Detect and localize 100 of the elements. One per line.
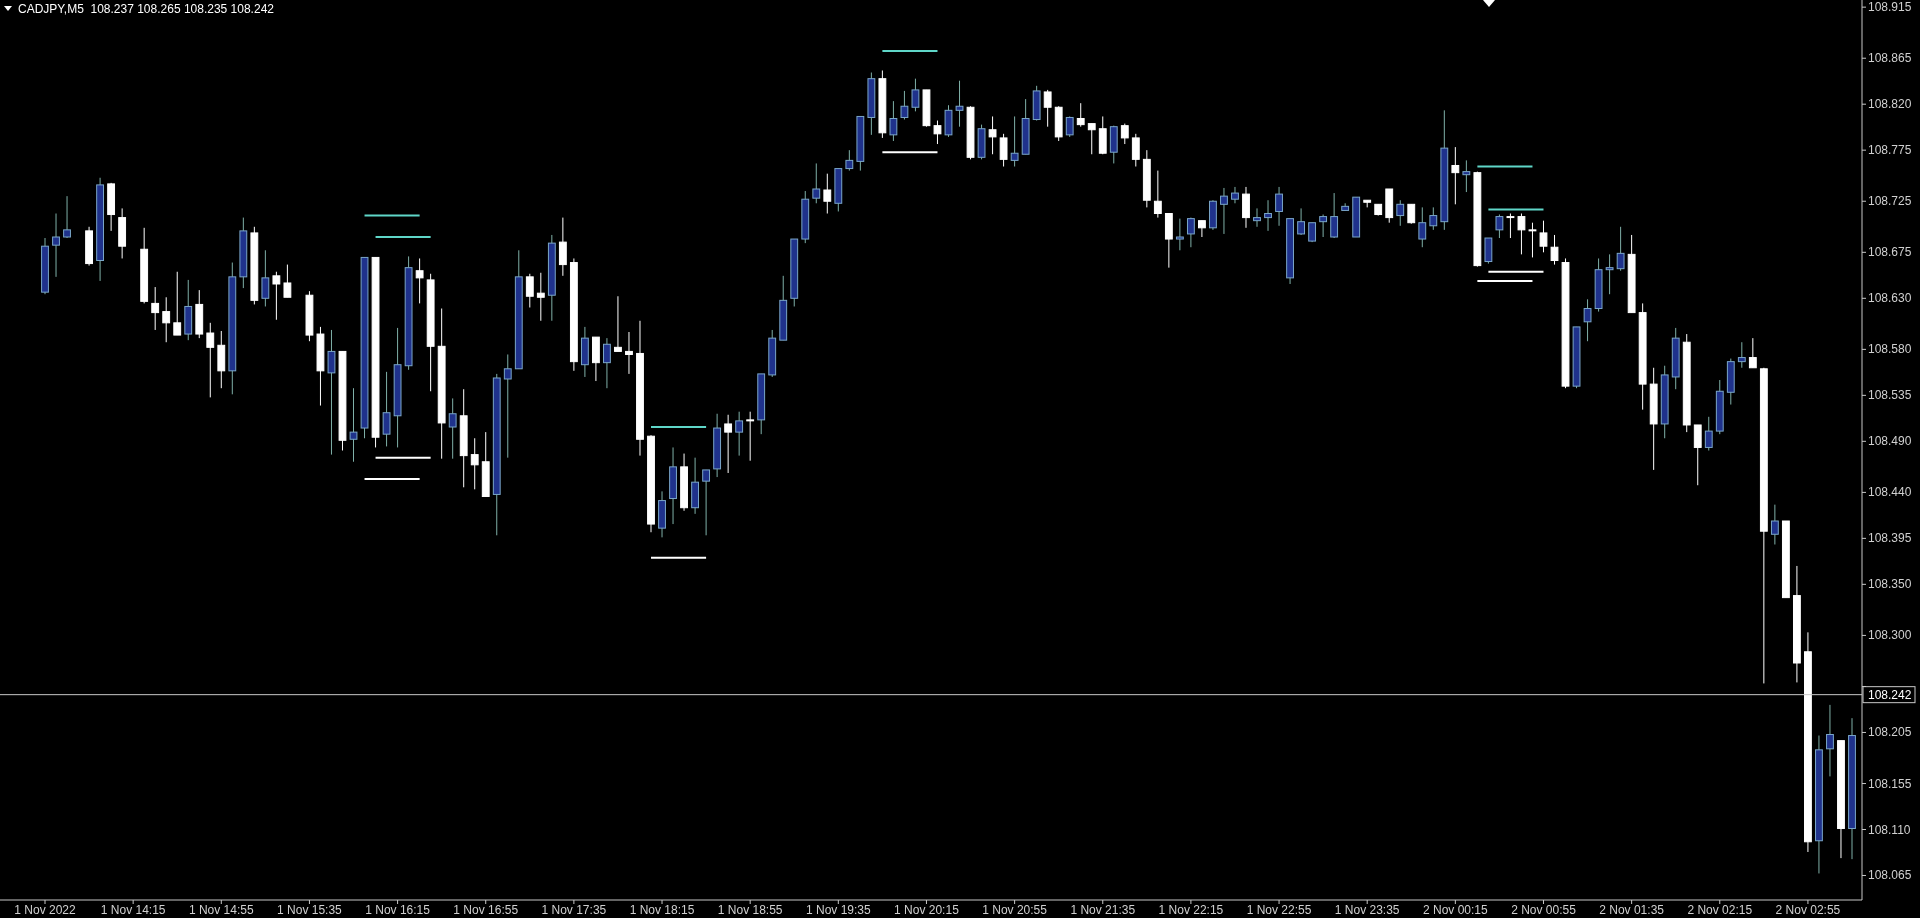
x-tick-label: 2 Nov 00:15 xyxy=(1422,903,1489,917)
candlestick xyxy=(1605,253,1614,295)
candlestick xyxy=(1242,186,1250,229)
candlestick xyxy=(1583,298,1592,342)
y-tick-label: 108.865 xyxy=(1868,51,1912,66)
candlestick xyxy=(1319,214,1328,238)
candlestick xyxy=(1175,218,1184,251)
candlestick xyxy=(603,337,611,389)
candlestick xyxy=(151,286,160,331)
candlestick xyxy=(1616,226,1625,272)
candlestick xyxy=(503,353,512,459)
candlestick xyxy=(1748,337,1757,369)
x-tick-label: 1 Nov 2022 xyxy=(14,903,77,917)
y-tick-label: 108.395 xyxy=(1868,531,1912,546)
candlestick xyxy=(889,100,898,142)
candlestick xyxy=(1462,159,1471,193)
y-tick-label: 108.490 xyxy=(1868,434,1912,449)
y-tick-label: 108.775 xyxy=(1868,143,1912,158)
y-tick-label: 108.675 xyxy=(1868,245,1912,260)
x-tick-label: 1 Nov 22:15 xyxy=(1158,903,1224,917)
candlestick xyxy=(1693,424,1702,486)
candlestick xyxy=(52,213,60,278)
candlestick xyxy=(1550,234,1559,266)
y-tick-label: 108.915 xyxy=(1868,0,1912,15)
candlestick xyxy=(1220,187,1228,235)
x-tick-label: 1 Nov 17:35 xyxy=(541,903,607,917)
candlestick xyxy=(1153,170,1162,219)
candlestick xyxy=(1495,214,1504,239)
candlestick xyxy=(845,149,854,172)
candlestick xyxy=(1407,203,1416,225)
candlestick xyxy=(988,115,997,155)
candlestick xyxy=(1528,222,1537,258)
candlestick xyxy=(1253,207,1261,228)
x-tick-label: 1 Nov 23:35 xyxy=(1334,903,1400,917)
candlestick xyxy=(1704,416,1713,452)
candlestick xyxy=(625,331,633,375)
y-tick-label: 108.350 xyxy=(1868,577,1912,592)
candlestick xyxy=(1043,89,1052,128)
x-tick-label: 1 Nov 21:35 xyxy=(1070,903,1136,917)
candlestick xyxy=(1451,146,1460,205)
candlestick xyxy=(283,264,292,298)
candlestick xyxy=(746,411,755,462)
candlestick xyxy=(1737,341,1746,369)
candlestick xyxy=(558,217,567,277)
candlestick xyxy=(724,414,733,474)
candlestick xyxy=(470,437,479,490)
candlestick xyxy=(911,78,920,112)
candlestick xyxy=(1120,123,1129,145)
candlestick xyxy=(415,257,424,304)
candlestick xyxy=(900,90,909,121)
x-tick-label: 1 Nov 22:55 xyxy=(1246,903,1312,917)
x-tick-label: 2 Nov 01:35 xyxy=(1599,903,1665,917)
x-tick-label: 1 Nov 14:15 xyxy=(100,903,166,917)
y-tick-label: 108.300 xyxy=(1868,628,1912,643)
candlestick xyxy=(823,173,832,215)
candlestick xyxy=(1418,206,1427,248)
x-tick-label: 1 Nov 16:15 xyxy=(365,903,431,917)
candlestick xyxy=(735,411,744,457)
candlestick xyxy=(812,162,821,204)
candlestick xyxy=(1396,199,1405,227)
y-tick-label: 108.630 xyxy=(1868,291,1912,306)
candlestick xyxy=(448,397,457,460)
candlestick xyxy=(1087,123,1096,155)
candlestick xyxy=(1429,206,1438,231)
candlestick xyxy=(1198,220,1206,238)
ref-line-label: 108.242 xyxy=(1868,687,1912,702)
candlestick xyxy=(206,322,215,398)
x-tick-label: 1 Nov 18:15 xyxy=(629,903,695,917)
candlestick xyxy=(1770,504,1779,545)
y-tick-label: 108.155 xyxy=(1868,776,1912,791)
x-tick-label: 1 Nov 18:55 xyxy=(717,903,783,917)
candlestick xyxy=(1484,237,1493,265)
candlestick xyxy=(1517,213,1526,255)
y-tick-label: 108.440 xyxy=(1868,485,1912,500)
y-tick-label: 108.065 xyxy=(1868,868,1912,883)
x-tick-label: 2 Nov 02:55 xyxy=(1775,903,1841,917)
x-tick-label: 1 Nov 15:35 xyxy=(277,903,343,917)
candlestick xyxy=(1131,133,1140,168)
candlestick xyxy=(1330,192,1339,239)
candlestick xyxy=(1297,207,1305,236)
y-tick-label: 108.535 xyxy=(1868,388,1912,403)
candlestick xyxy=(614,295,622,352)
candlestick xyxy=(525,273,534,308)
candlestick xyxy=(1539,220,1548,253)
candlestick xyxy=(63,195,71,239)
candlestick xyxy=(173,271,182,336)
candlestick xyxy=(1826,704,1834,777)
candlestick xyxy=(1506,213,1515,239)
candlestick xyxy=(702,469,711,536)
candlestick xyxy=(272,271,281,321)
candlestick xyxy=(1275,186,1283,227)
candlestick xyxy=(955,80,964,128)
candlestick xyxy=(327,329,336,456)
x-tick-label: 1 Nov 16:55 xyxy=(453,903,519,917)
x-tick-label: 1 Nov 20:55 xyxy=(982,903,1048,917)
candlestick xyxy=(1264,199,1272,232)
candlestick xyxy=(1065,115,1074,138)
chart-title: CADJPY,M5 108.237 108.265 108.235 108.242 xyxy=(18,2,275,16)
candlestick xyxy=(261,249,270,307)
candlestick xyxy=(349,387,358,463)
